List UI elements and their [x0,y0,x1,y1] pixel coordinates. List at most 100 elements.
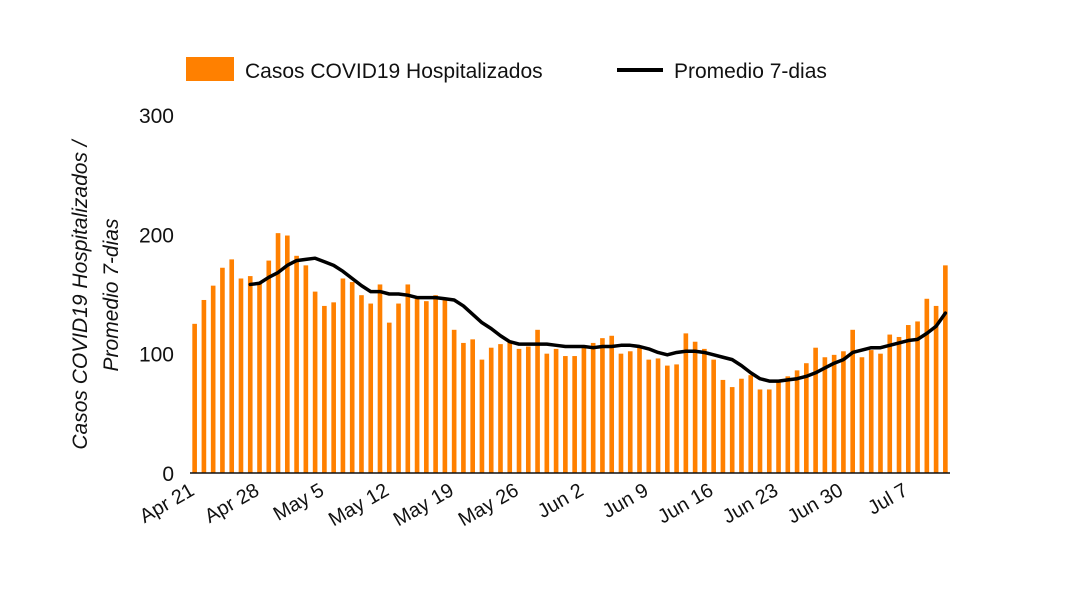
bar-41 [572,356,577,473]
x-tick-label-3: May 12 [325,479,393,531]
bar-28 [451,329,457,473]
x-tick-label-6: Jun 2 [534,479,587,523]
bar-0 [192,323,197,473]
bar-series [192,233,948,473]
bar-72 [859,357,865,473]
bar-74 [878,353,883,473]
bar-22 [396,303,401,473]
y-axis-title-line-2: Promedio 7-dias [100,218,123,371]
bar-15 [331,302,336,473]
bar-18 [359,295,364,473]
legend-label-line: Promedio 7-dias [674,60,827,83]
y-axis-title: Casos COVID19 Hospitalizados / Promedio … [69,138,123,449]
x-tick-label-7: Jun 9 [599,479,652,523]
bar-45 [609,335,615,473]
bar-81 [943,265,948,473]
bar-11 [294,255,299,473]
bar-31 [479,359,485,473]
bar-52 [674,364,679,473]
x-tick-label-9: Jun 23 [719,479,782,528]
bar-70 [841,351,846,473]
bar-79 [924,298,930,473]
bar-17 [349,282,355,473]
bar-1 [201,299,207,473]
bar-49 [646,359,652,473]
y-tick-label-2: 200 [139,224,174,247]
bar-30 [470,339,475,473]
bar-66 [804,363,809,473]
x-tick-label-0: Apr 21 [136,479,198,528]
bar-46 [618,353,624,473]
y-tick-label-0: 0 [162,463,174,486]
bar-23 [405,284,411,473]
bar-29 [461,342,466,473]
bar-3 [220,267,225,473]
bar-58 [729,387,735,473]
bar-55 [702,348,707,473]
bar-27 [442,297,448,473]
bar-13 [312,291,318,473]
average-line [248,256,948,383]
bar-77 [905,325,911,473]
bar-5 [238,278,244,473]
y-tick-label-3: 300 [139,105,174,128]
bar-21 [386,322,392,473]
bar-61 [757,389,763,473]
x-tick-label-2: May 5 [270,479,328,525]
bar-53 [683,333,689,473]
bar-7 [257,282,262,473]
bar-75 [887,334,893,473]
bar-24 [414,298,420,473]
bar-9 [275,233,281,473]
bar-73 [868,350,874,473]
bar-39 [553,348,559,473]
bar-60 [748,375,754,473]
bar-12 [303,265,309,473]
bar-43 [590,342,596,473]
bar-37 [535,329,540,473]
legend-label-bars: Casos COVID19 Hospitalizados [245,60,543,83]
y-axis-ticks: 0 100 200 300 [139,105,174,486]
x-tick-label-4: May 19 [390,479,458,531]
bar-48 [637,346,642,473]
bar-44 [600,338,605,473]
bar-63 [776,381,781,473]
bar-16 [340,278,346,473]
bar-80 [933,305,939,473]
bar-36 [525,346,531,473]
bar-14 [322,305,327,473]
bar-65 [794,370,800,473]
bar-32 [488,347,494,473]
bar-40 [563,356,568,473]
bar-47 [627,351,633,473]
bar-35 [516,348,522,473]
bar-71 [850,329,855,473]
bar-51 [665,365,670,473]
legend: Casos COVID19 Hospitalizados Promedio 7-… [186,57,827,83]
x-tick-label-10: Jun 30 [784,479,847,528]
bar-54 [692,341,698,473]
bar-25 [424,301,429,473]
bar-69 [831,354,837,473]
bar-6 [247,276,253,473]
bar-4 [229,259,235,473]
y-tick-label-1: 100 [139,344,174,367]
bar-76 [896,336,902,473]
bar-10 [285,235,290,473]
x-tick-label-1: Apr 28 [201,479,263,528]
x-tick-label-11: Jul 7 [864,479,912,519]
bar-59 [739,378,744,473]
bar-56 [711,359,716,473]
bar-34 [507,340,513,473]
bar-19 [368,303,374,473]
bar-67 [813,347,818,473]
bar-26 [433,295,438,473]
bar-33 [498,344,503,473]
bar-68 [822,357,828,473]
legend-swatch-bars [186,57,234,81]
bar-20 [377,284,383,473]
x-tick-label-5: May 26 [455,479,523,531]
bar-78 [915,321,920,473]
bar-38 [544,353,550,473]
